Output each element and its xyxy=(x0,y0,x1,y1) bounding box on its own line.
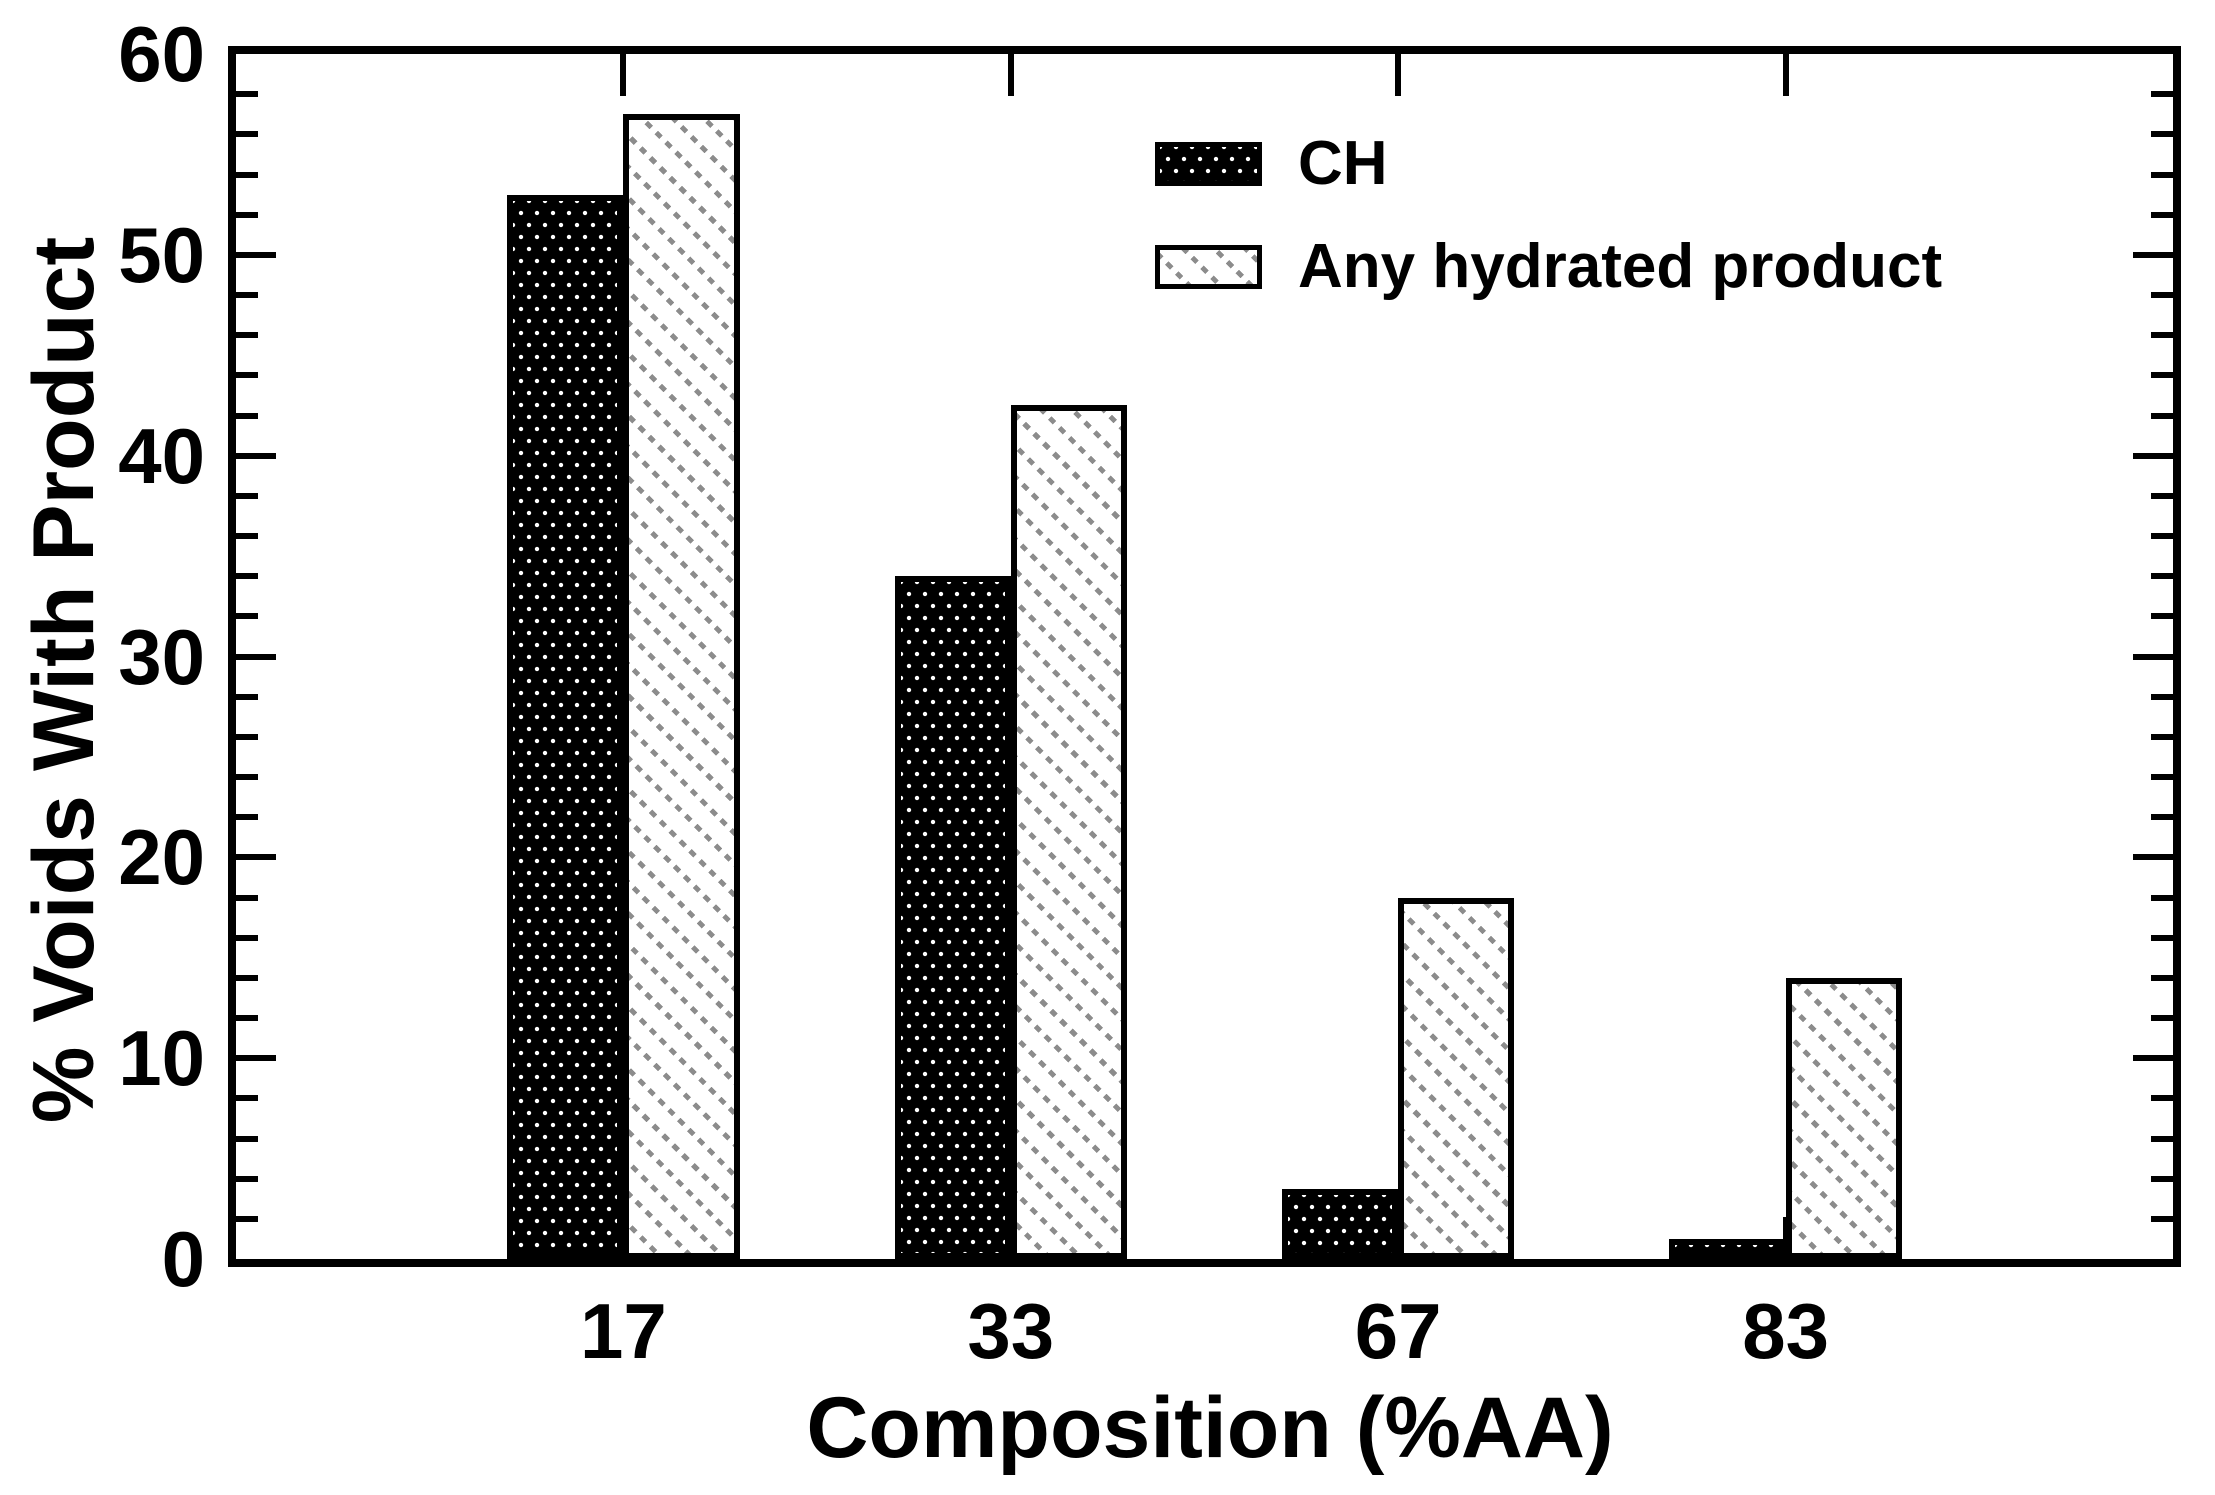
bar-any-83 xyxy=(1785,977,1902,1259)
y-minor-tick xyxy=(2151,1015,2173,1021)
bar-any-17 xyxy=(623,114,740,1259)
y-minor-tick xyxy=(236,372,258,379)
y-minor-tick xyxy=(2151,171,2173,178)
legend-item-ch: CH xyxy=(1155,133,1942,195)
y-minor-tick xyxy=(2151,974,2173,981)
ch-dot-pattern-swatch-icon xyxy=(1155,142,1262,186)
y-major-tick xyxy=(236,452,276,459)
x-category-tick xyxy=(620,54,627,96)
y-minor-tick xyxy=(2151,412,2173,419)
y-minor-tick xyxy=(2151,372,2173,379)
y-minor-tick xyxy=(2151,533,2173,539)
y-minor-tick xyxy=(2151,693,2173,700)
y-minor-tick xyxy=(2151,492,2173,499)
y-major-tick xyxy=(2133,251,2173,258)
y-minor-tick xyxy=(236,1095,258,1102)
y-minor-tick xyxy=(236,733,258,740)
y-minor-tick xyxy=(2151,1095,2173,1102)
y-axis-tick-labels: 0 10 20 30 40 50 60 xyxy=(25,15,205,1298)
y-minor-tick xyxy=(236,1015,258,1021)
bar-ch-67 xyxy=(1281,1188,1399,1259)
y-minor-tick xyxy=(236,974,258,981)
y-minor-tick xyxy=(236,1215,258,1222)
y-tick-label: 30 xyxy=(118,612,205,701)
y-tick-label: 20 xyxy=(118,813,205,902)
y-minor-tick xyxy=(236,894,258,901)
y-major-tick xyxy=(2133,452,2173,459)
bar-ch-83 xyxy=(1669,1238,1786,1259)
y-major-tick xyxy=(2133,854,2173,861)
y-major-tick xyxy=(2133,1055,2173,1062)
y-tick-label: 60 xyxy=(118,10,205,98)
plot-area: CH Any hydrated product xyxy=(228,46,2181,1267)
diagonal-hatch-pattern-swatch-icon xyxy=(1155,245,1262,289)
y-minor-tick xyxy=(236,573,258,580)
y-minor-tick xyxy=(236,171,258,178)
y-minor-tick xyxy=(236,533,258,539)
bar-ch-17 xyxy=(507,194,624,1259)
y-minor-tick xyxy=(2151,934,2173,941)
x-category-tick xyxy=(1782,54,1789,96)
legend-label-ch: CH xyxy=(1298,129,1388,198)
x-tick-label: 67 xyxy=(1354,1287,1442,1375)
y-major-tick xyxy=(236,653,276,660)
y-tick-label: 0 xyxy=(161,1215,205,1303)
y-minor-tick xyxy=(236,693,258,700)
bar-any-33 xyxy=(1010,405,1128,1259)
y-major-tick xyxy=(236,854,276,861)
y-minor-tick xyxy=(2151,332,2173,339)
x-tick-label: 17 xyxy=(580,1287,667,1375)
y-minor-tick xyxy=(2151,774,2173,780)
y-minor-tick xyxy=(236,492,258,499)
y-minor-tick xyxy=(2151,91,2173,98)
x-category-tick xyxy=(1395,54,1402,96)
y-minor-tick xyxy=(236,332,258,339)
y-minor-tick xyxy=(236,1175,258,1182)
y-minor-tick xyxy=(2151,1175,2173,1182)
bar-any-67 xyxy=(1398,897,1515,1259)
y-minor-tick xyxy=(236,1135,258,1142)
y-major-tick xyxy=(236,1055,276,1062)
legend: CH Any hydrated product xyxy=(1155,133,1942,298)
y-minor-tick xyxy=(2151,894,2173,901)
x-tick-label: 33 xyxy=(967,1287,1055,1375)
y-minor-tick xyxy=(236,91,258,98)
y-minor-tick xyxy=(236,292,258,298)
y-minor-tick xyxy=(2151,131,2173,138)
y-minor-tick xyxy=(2151,733,2173,740)
y-minor-tick xyxy=(236,613,258,620)
y-minor-tick xyxy=(236,412,258,419)
y-minor-tick xyxy=(2151,211,2173,218)
y-minor-tick xyxy=(2151,814,2173,821)
y-tick-label: 40 xyxy=(118,411,205,500)
y-minor-tick xyxy=(236,934,258,941)
y-minor-tick xyxy=(236,814,258,821)
y-tick-label: 10 xyxy=(118,1014,205,1103)
legend-item-any-hydrated-product: Any hydrated product xyxy=(1155,236,1942,298)
x-axis-title: Composition (%AA) xyxy=(806,1380,1614,1476)
y-minor-tick xyxy=(236,211,258,218)
legend-label-any-hydrated-product: Any hydrated product xyxy=(1298,232,1943,301)
bar-ch-33 xyxy=(894,576,1011,1259)
x-axis-tick-labels: 17 33 67 83 xyxy=(236,1292,2173,1382)
y-minor-tick xyxy=(2151,1215,2173,1222)
y-minor-tick xyxy=(236,131,258,138)
y-minor-tick xyxy=(236,774,258,780)
y-minor-tick xyxy=(2151,1135,2173,1142)
y-minor-tick xyxy=(2151,292,2173,298)
x-tick-label: 83 xyxy=(1742,1287,1829,1375)
y-major-tick xyxy=(2133,653,2173,660)
y-minor-tick xyxy=(2151,613,2173,620)
y-minor-tick xyxy=(2151,573,2173,580)
y-tick-label: 50 xyxy=(118,210,205,299)
x-category-tick xyxy=(1007,54,1014,96)
y-major-tick xyxy=(236,251,276,258)
